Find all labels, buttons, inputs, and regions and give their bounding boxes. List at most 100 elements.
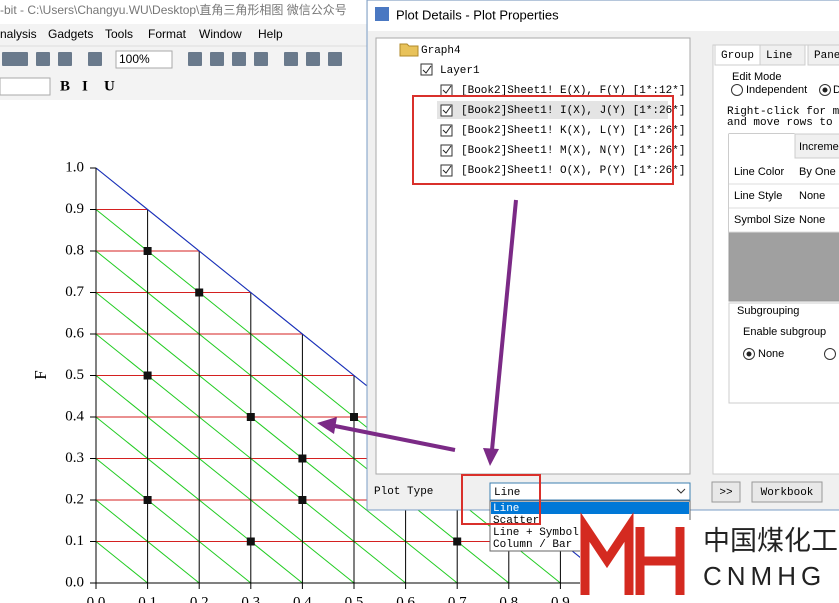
toolbar-icon[interactable] (232, 52, 246, 66)
dropdown-option[interactable]: Line + Symbol (493, 527, 579, 539)
tab-label[interactable]: Group (721, 50, 754, 62)
folder-icon (399, 43, 419, 57)
toolbar-icon[interactable] (58, 52, 72, 66)
toolbar-icon[interactable] (284, 52, 298, 66)
toolbar-icon[interactable] (36, 52, 50, 66)
button[interactable] (751, 481, 823, 503)
format-button[interactable]: U (104, 78, 115, 94)
font-size-box[interactable] (0, 77, 51, 96)
y-tick-label: 0.0 (65, 574, 84, 590)
x-tick-label: 0.2 (190, 594, 209, 603)
button-label[interactable]: Workbook (761, 487, 814, 499)
zoom-box[interactable] (115, 50, 173, 69)
plot: 0.0 0.1 0.2 0.3 0.4 0.5 0.6 0.7 0.8 0.9 1.0 0.0 0.1 0… (31, 159, 621, 603)
toolbar-icon[interactable] (210, 52, 224, 66)
checkbox[interactable] (420, 63, 433, 76)
toolbar-icon[interactable] (88, 52, 102, 66)
tree-item[interactable]: [Book2]Sheet1! E(X), F(Y) [1*:12*] (461, 85, 685, 97)
y-axis-label: F (31, 370, 50, 379)
menu-item[interactable]: Help (258, 27, 283, 41)
radio-label[interactable]: None (758, 348, 784, 360)
table-header: Increme (799, 141, 839, 153)
toolbar-icon[interactable] (188, 52, 202, 66)
table-cell: Symbol Size (734, 214, 795, 226)
tree-layer[interactable]: Layer1 (440, 65, 480, 77)
selected-row (437, 101, 668, 119)
menu-item[interactable]: Tools (105, 27, 133, 41)
dropdown-arrow (676, 488, 686, 494)
toolbar-icon[interactable] (306, 52, 320, 66)
tab[interactable] (759, 44, 806, 66)
x-tick-label: 0.6 (396, 594, 415, 603)
tree-item[interactable]: [Book2]Sheet1! I(X), J(Y) [1*:26*] (461, 105, 685, 117)
y-tick-label: 0.4 (65, 408, 84, 424)
checkbox[interactable] (440, 164, 453, 177)
checkbox[interactable] (440, 104, 453, 117)
tab-label[interactable]: Line (766, 50, 792, 62)
data-point (298, 496, 307, 504)
data-point (195, 288, 204, 297)
table-cell: None (799, 214, 825, 226)
grid-line (95, 375, 355, 584)
toolbar-icon[interactable] (2, 52, 16, 66)
menu-item[interactable]: Format (148, 27, 187, 41)
format-button[interactable]: B (60, 78, 70, 94)
data-point (350, 413, 358, 421)
checkbox[interactable] (440, 144, 453, 157)
data-point (246, 413, 255, 421)
tree-item[interactable]: [Book2]Sheet1! M(X), N(Y) [1*:26*] (461, 145, 685, 157)
dropdown-option[interactable]: Line (493, 503, 519, 515)
dialog-icon (375, 7, 389, 21)
y-tick-label: 0.5 (65, 367, 84, 383)
tree-graph[interactable]: Graph4 (421, 45, 461, 57)
y-tick-label: 0.9 (65, 201, 84, 217)
menu-item[interactable]: Gadgets (48, 27, 93, 41)
tree-item[interactable]: [Book2]Sheet1! K(X), L(Y) [1*:26*] (461, 125, 685, 137)
tab[interactable] (807, 44, 839, 66)
toolbar-icon[interactable] (14, 52, 28, 66)
check (442, 125, 452, 134)
format-button[interactable]: I (82, 78, 88, 94)
logo: 中国煤化工 CNMHG (580, 512, 839, 603)
data-point (246, 537, 255, 546)
radio[interactable] (824, 348, 836, 360)
menu-item[interactable]: Window (199, 27, 242, 41)
check (442, 145, 452, 154)
data-point (453, 537, 462, 546)
tab-label[interactable]: Pane (814, 50, 839, 62)
subgroup-enable: Enable subgroup (743, 326, 826, 338)
app-title: -bit - C:\Users\Changyu.WU\Desktop\直角三角形… (0, 3, 347, 17)
menu-item[interactable]: nalysis (0, 27, 37, 41)
button[interactable] (711, 481, 741, 503)
radio-label[interactable]: D (833, 84, 839, 96)
data-point (143, 247, 152, 255)
y-tick-label: 0.8 (65, 242, 84, 258)
data-point (143, 496, 152, 504)
x-tick-label: 0.8 (499, 594, 518, 603)
button-label[interactable]: >> (719, 487, 732, 499)
radio-dot (822, 87, 828, 93)
dropdown-option[interactable]: Scatter (493, 515, 539, 527)
hint: Right-click for mor (727, 106, 839, 118)
table-cell: None (799, 190, 825, 202)
radio[interactable] (731, 84, 743, 96)
checkbox[interactable] (440, 124, 453, 137)
toolbar-icon[interactable] (254, 52, 268, 66)
dialog-title-bar (368, 1, 839, 31)
subgroup-label: Subgrouping (737, 305, 799, 317)
y-tick-label: 0.7 (65, 284, 84, 300)
check (442, 85, 452, 94)
radio-label[interactable]: Independent (746, 84, 807, 96)
table-header-cell (794, 133, 839, 159)
app-window: -bit - C:\Users\Changyu.WU\Desktop\直角三角形… (0, 0, 370, 100)
arrow (334, 424, 456, 452)
y-tick-label: 0.2 (65, 491, 84, 507)
plot-type-selected[interactable]: Line (494, 487, 520, 499)
dialog-title: Plot Details - Plot Properties (396, 7, 559, 22)
dropdown-option[interactable]: Column / Bar (493, 539, 572, 551)
y-tick-label: 0.1 (65, 533, 84, 549)
arrow (490, 199, 518, 451)
tree-item[interactable]: [Book2]Sheet1! O(X), P(Y) [1*:26*] (461, 165, 685, 177)
logo-mark (580, 512, 685, 595)
toolbar-icon[interactable] (328, 52, 342, 66)
